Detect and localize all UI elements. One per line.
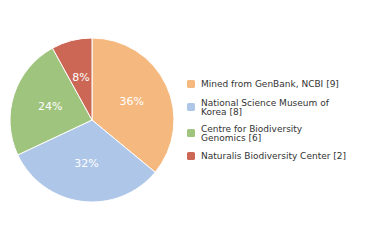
svg-text:Mined from GenBank, NCBI [9]: Mined from GenBank, NCBI [9] bbox=[201, 79, 339, 89]
svg-text:36%: 36% bbox=[120, 95, 144, 108]
svg-text:8%: 8% bbox=[72, 71, 89, 84]
svg-text:Genomics [6]: Genomics [6] bbox=[201, 133, 261, 143]
svg-text:National Science Museum of: National Science Museum of bbox=[201, 97, 329, 108]
svg-text:Centre for Biodiversity: Centre for Biodiversity bbox=[201, 123, 303, 134]
svg-text:Korea [8]: Korea [8] bbox=[201, 107, 242, 117]
svg-text:Naturalis Biodiversity Center: Naturalis Biodiversity Center [2] bbox=[201, 151, 346, 161]
svg-text:32%: 32% bbox=[74, 157, 98, 170]
svg-text:24%: 24% bbox=[38, 100, 62, 113]
